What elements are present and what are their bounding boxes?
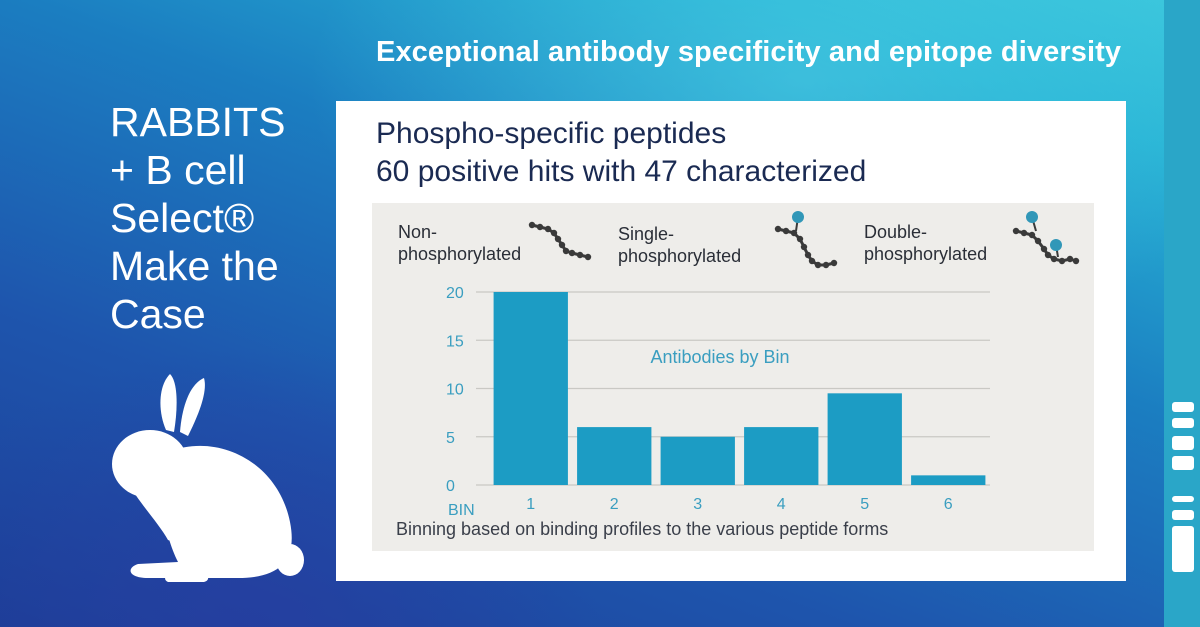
chart-title: Antibodies by Bin xyxy=(650,347,789,367)
x-tick-label: 2 xyxy=(610,496,619,513)
phospho-group-icon xyxy=(1050,239,1062,251)
strip-bar xyxy=(1172,436,1194,450)
strip-bar xyxy=(1172,456,1194,470)
chart-card: Phospho-specific peptides 60 positive hi… xyxy=(336,101,1126,581)
legend-label-line: Non- xyxy=(398,222,438,242)
bar-bin-5 xyxy=(827,393,902,485)
left-title: RABBITS + B cell Select® Make the Case xyxy=(110,98,330,338)
legend-label-line: phosphorylated xyxy=(618,246,742,266)
strip-bar xyxy=(1172,496,1194,502)
card-title-line1: Phospho-specific peptides xyxy=(376,117,727,150)
strip-bar xyxy=(1172,402,1194,412)
left-title-line: Make the xyxy=(110,243,279,289)
phospho-group-icon xyxy=(1026,211,1038,223)
chart-panel: Non- phosphorylated Single- phosphorylat… xyxy=(372,203,1094,551)
legend-label-line: phosphorylated xyxy=(864,244,988,264)
left-title-line: RABBITS xyxy=(110,99,286,145)
y-tick-label: 20 xyxy=(446,285,464,302)
strip-bar xyxy=(1172,418,1194,428)
legend-label-line: Single- xyxy=(618,224,675,244)
bar-bin-2 xyxy=(577,427,652,485)
legend-label-line: Double- xyxy=(864,222,928,242)
x-tick-label: 1 xyxy=(526,496,535,513)
legend-non-phosphorylated: Non- phosphorylated xyxy=(398,221,521,265)
y-tick-label: 5 xyxy=(446,430,455,447)
strip-bar xyxy=(1172,526,1194,572)
bar-chart: 0 5 10 15 20 1 2 3 4 5 6 BIN Antibodies by Bin xyxy=(446,211,1080,519)
phospho-group-icon xyxy=(792,211,804,223)
y-tick-label: 15 xyxy=(446,333,464,350)
single-phosphorylated-peptide-icon xyxy=(774,225,838,269)
bar-bin-6 xyxy=(911,475,986,485)
x-tick-label: 6 xyxy=(944,496,953,513)
x-tick-label: 5 xyxy=(860,496,869,513)
bar-bin-3 xyxy=(660,436,735,485)
y-tick-label: 10 xyxy=(446,382,464,399)
legend-double-phosphorylated: Double- phosphorylated xyxy=(864,221,987,265)
strip-bar xyxy=(1172,510,1194,520)
card-title-line2: 60 positive hits with 47 characterized xyxy=(376,155,867,188)
legend-label-line: phosphorylated xyxy=(398,244,522,264)
card-title: Phospho-specific peptides 60 positive hi… xyxy=(376,115,866,191)
x-tick-label: 3 xyxy=(693,496,702,513)
bar-bin-4 xyxy=(744,427,819,485)
left-title-line: Case xyxy=(110,291,206,337)
right-decorative-strip xyxy=(1164,0,1200,627)
y-tick-label: 0 xyxy=(446,478,455,495)
chart-caption: Binning based on binding profiles to the… xyxy=(396,519,889,539)
left-title-line: + B cell xyxy=(110,147,246,193)
non-phosphorylated-peptide-icon xyxy=(528,221,592,261)
bar-bin-1 xyxy=(493,292,568,485)
x-axis-label: BIN xyxy=(448,502,475,519)
double-phosphorylated-peptide-icon xyxy=(1012,227,1080,265)
x-tick-label: 4 xyxy=(777,496,786,513)
rabbit-silhouette-icon xyxy=(112,374,304,582)
left-title-line: Select® xyxy=(110,195,255,241)
headline: Exceptional antibody specificity and epi… xyxy=(376,36,1122,68)
legend-single-phosphorylated: Single- phosphorylated xyxy=(618,223,741,267)
